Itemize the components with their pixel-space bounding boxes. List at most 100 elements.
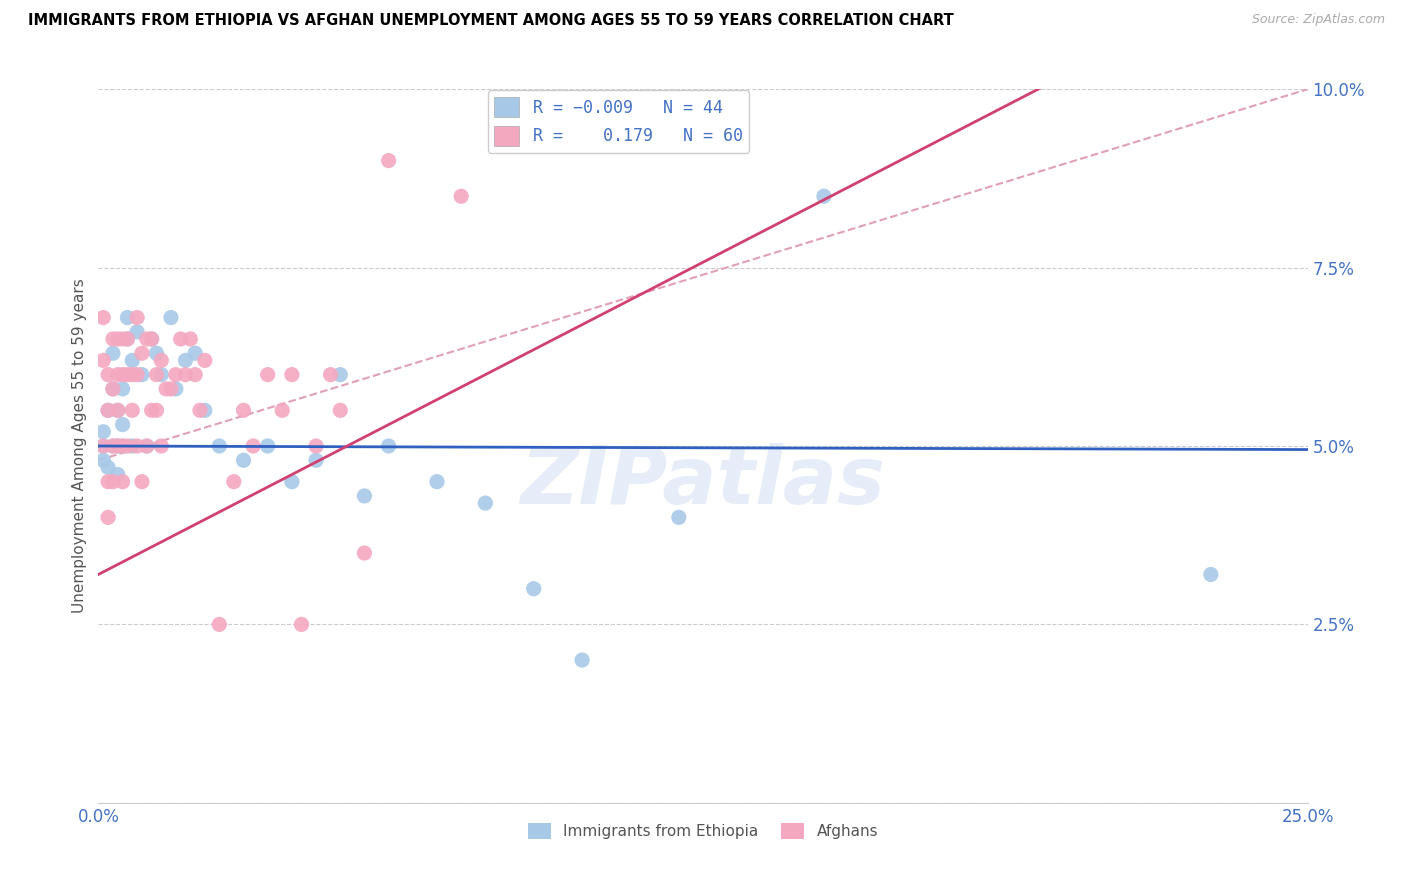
Point: [194, 403, 217, 417]
Point: [131, 475, 153, 489]
Point: [668, 510, 690, 524]
Point: [184, 368, 207, 382]
Point: [305, 453, 328, 467]
Point: [141, 332, 163, 346]
Point: [141, 403, 163, 417]
Point: [117, 332, 139, 346]
Point: [127, 325, 149, 339]
Point: [305, 439, 328, 453]
Point: [145, 346, 167, 360]
Point: [813, 189, 835, 203]
Y-axis label: Unemployment Among Ages 55 to 59 years: Unemployment Among Ages 55 to 59 years: [72, 278, 87, 614]
Point: [160, 382, 183, 396]
Point: [145, 368, 167, 382]
Point: [107, 467, 129, 482]
Point: [329, 368, 352, 382]
Point: [97, 403, 120, 417]
Point: [97, 475, 120, 489]
Point: [281, 368, 304, 382]
Point: [91, 439, 114, 453]
Point: [150, 439, 173, 453]
Point: [91, 353, 114, 368]
Point: [174, 353, 197, 368]
Point: [150, 368, 173, 382]
Point: [353, 546, 375, 560]
Point: [117, 439, 139, 453]
Point: [426, 475, 449, 489]
Point: [101, 439, 124, 453]
Point: [111, 382, 134, 396]
Point: [290, 617, 312, 632]
Point: [571, 653, 593, 667]
Point: [474, 496, 496, 510]
Point: [174, 368, 197, 382]
Point: [117, 332, 139, 346]
Point: [169, 332, 191, 346]
Point: [91, 439, 114, 453]
Point: [135, 439, 157, 453]
Point: [135, 439, 157, 453]
Point: [131, 368, 153, 382]
Point: [377, 439, 399, 453]
Point: [101, 475, 124, 489]
Text: Source: ZipAtlas.com: Source: ZipAtlas.com: [1251, 13, 1385, 27]
Point: [281, 475, 304, 489]
Point: [165, 382, 187, 396]
Point: [256, 439, 278, 453]
Point: [222, 475, 245, 489]
Point: [131, 346, 153, 360]
Point: [256, 368, 278, 382]
Point: [319, 368, 342, 382]
Point: [97, 460, 120, 475]
Point: [523, 582, 546, 596]
Point: [145, 403, 167, 417]
Point: [107, 403, 129, 417]
Point: [97, 368, 120, 382]
Point: [141, 332, 163, 346]
Point: [121, 368, 143, 382]
Point: [101, 382, 124, 396]
Point: [117, 368, 139, 382]
Point: [188, 403, 211, 417]
Point: [232, 453, 254, 467]
Point: [101, 346, 124, 360]
Point: [91, 310, 114, 325]
Legend: Immigrants from Ethiopia, Afghans: Immigrants from Ethiopia, Afghans: [522, 817, 884, 845]
Point: [377, 153, 399, 168]
Point: [111, 417, 134, 432]
Point: [127, 310, 149, 325]
Point: [165, 368, 187, 382]
Point: [232, 403, 254, 417]
Point: [184, 346, 207, 360]
Point: [101, 382, 124, 396]
Point: [107, 439, 129, 453]
Point: [117, 310, 139, 325]
Point: [150, 353, 173, 368]
Point: [160, 310, 183, 325]
Point: [101, 332, 124, 346]
Point: [121, 353, 143, 368]
Point: [271, 403, 294, 417]
Text: ZIPatlas: ZIPatlas: [520, 442, 886, 521]
Point: [127, 368, 149, 382]
Text: IMMIGRANTS FROM ETHIOPIA VS AFGHAN UNEMPLOYMENT AMONG AGES 55 TO 59 YEARS CORREL: IMMIGRANTS FROM ETHIOPIA VS AFGHAN UNEMP…: [28, 13, 953, 29]
Point: [179, 332, 201, 346]
Point: [121, 439, 143, 453]
Point: [107, 368, 129, 382]
Point: [242, 439, 264, 453]
Point: [135, 332, 157, 346]
Point: [329, 403, 352, 417]
Point: [107, 439, 129, 453]
Point: [111, 439, 134, 453]
Point: [450, 189, 472, 203]
Point: [111, 332, 134, 346]
Point: [97, 403, 120, 417]
Point: [208, 617, 231, 632]
Point: [1199, 567, 1222, 582]
Point: [91, 453, 114, 467]
Point: [155, 382, 177, 396]
Point: [353, 489, 375, 503]
Point: [107, 403, 129, 417]
Point: [208, 439, 231, 453]
Point: [107, 332, 129, 346]
